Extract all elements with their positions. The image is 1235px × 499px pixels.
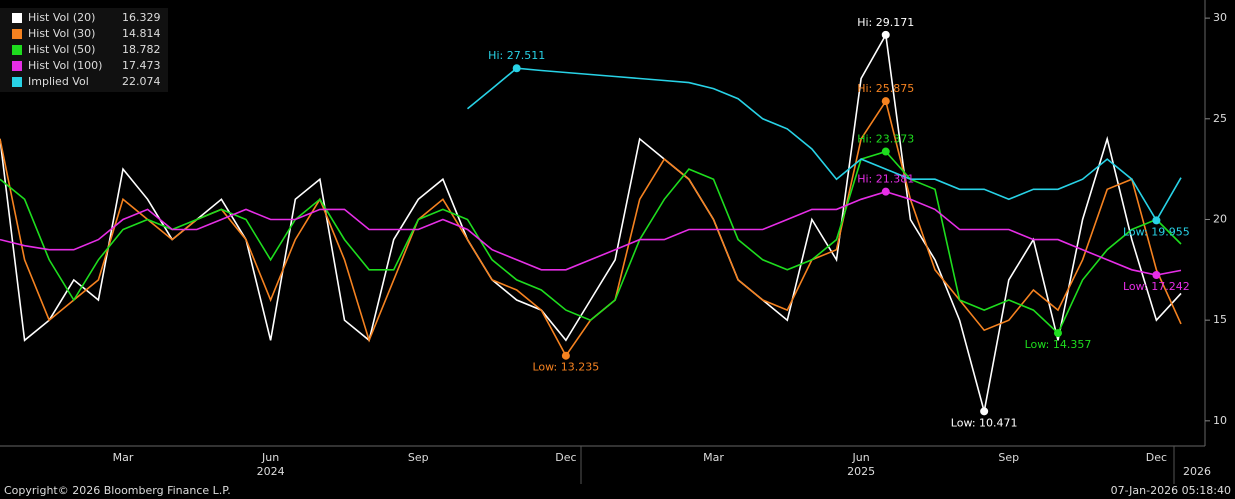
legend-label: Hist Vol (100) xyxy=(28,59,102,72)
year-label: 2026 xyxy=(1183,465,1211,478)
legend-swatch xyxy=(12,61,22,71)
extreme-marker xyxy=(881,30,890,39)
extreme-marker xyxy=(1053,329,1062,338)
extreme-marker xyxy=(881,147,890,156)
legend-label: Hist Vol (50) xyxy=(28,43,95,56)
legend-label: Implied Vol xyxy=(28,75,89,88)
legend-value: 17.473 xyxy=(122,59,161,72)
extreme-label: Low: 10.471 xyxy=(951,416,1018,429)
extreme-label: Hi: 23.373 xyxy=(857,133,914,146)
series-line xyxy=(0,150,1182,335)
legend-value: 14.814 xyxy=(122,27,161,40)
extreme-marker xyxy=(881,97,890,106)
extreme-marker xyxy=(980,407,989,416)
x-tick-label: Dec xyxy=(1146,451,1167,464)
legend-box xyxy=(0,8,168,92)
x-tick-label: Dec xyxy=(555,451,576,464)
legend-swatch xyxy=(12,29,22,39)
legend-label: Hist Vol (30) xyxy=(28,27,95,40)
legend-swatch xyxy=(12,77,22,87)
x-tick-label: Jun xyxy=(852,451,870,464)
legend-value: 16.329 xyxy=(122,11,161,24)
y-tick-label: 20 xyxy=(1213,212,1227,225)
x-tick-label: Mar xyxy=(113,451,134,464)
legend-value: 22.074 xyxy=(122,75,161,88)
extreme-marker xyxy=(512,64,521,73)
extreme-label: Low: 14.357 xyxy=(1025,338,1092,351)
legend-value: 18.782 xyxy=(122,43,161,56)
series-line xyxy=(0,190,1182,276)
footer-left: Copyright© 2026 Bloomberg Finance L.P. xyxy=(4,484,231,497)
extreme-label: Hi: 21.381 xyxy=(857,173,914,186)
extreme-label: Low: 17.242 xyxy=(1123,280,1190,293)
extreme-label: Low: 19.955 xyxy=(1123,225,1190,238)
series-line xyxy=(466,67,1182,222)
y-tick-label: 30 xyxy=(1213,11,1227,24)
x-tick-label: Sep xyxy=(998,451,1019,464)
year-label: 2024 xyxy=(257,465,285,478)
y-tick-label: 10 xyxy=(1213,414,1227,427)
legend-swatch xyxy=(12,13,22,23)
extreme-label: Hi: 25.875 xyxy=(857,82,914,95)
y-tick-label: 15 xyxy=(1213,313,1227,326)
extreme-marker xyxy=(881,187,890,196)
legend-label: Hist Vol (20) xyxy=(28,11,95,24)
extreme-label: Hi: 29.171 xyxy=(857,16,914,29)
x-tick-label: Sep xyxy=(408,451,429,464)
x-tick-label: Jun xyxy=(261,451,279,464)
legend-swatch xyxy=(12,45,22,55)
y-tick-label: 25 xyxy=(1213,112,1227,125)
extreme-marker xyxy=(561,351,570,360)
x-tick-label: Mar xyxy=(703,451,724,464)
extreme-marker xyxy=(1152,216,1161,225)
extreme-marker xyxy=(1152,271,1161,280)
year-label: 2025 xyxy=(847,465,875,478)
extreme-label: Hi: 27.511 xyxy=(488,49,545,62)
footer-right: 07-Jan-2026 05:18:40 xyxy=(1111,484,1231,497)
extreme-label: Low: 13.235 xyxy=(533,361,600,374)
